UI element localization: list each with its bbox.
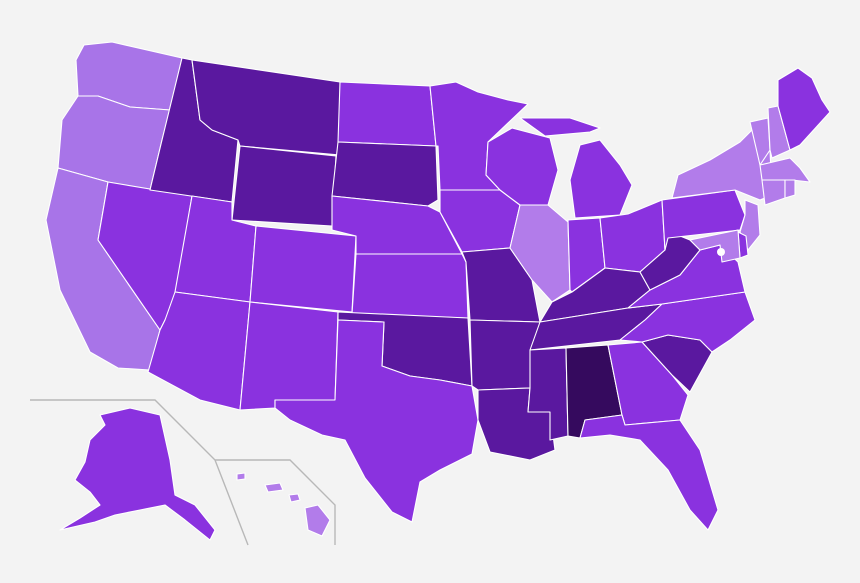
state-co[interactable] bbox=[249, 225, 357, 313]
state-sd[interactable] bbox=[331, 141, 439, 207]
state-wy[interactable] bbox=[231, 145, 337, 227]
state-nm[interactable] bbox=[239, 301, 339, 411]
state-ak[interactable] bbox=[59, 407, 216, 541]
state-fl[interactable] bbox=[579, 414, 719, 531]
state-hi[interactable] bbox=[236, 472, 331, 537]
state-tx[interactable] bbox=[274, 319, 479, 523]
state-nh[interactable] bbox=[767, 105, 791, 159]
state-md[interactable] bbox=[689, 229, 741, 263]
state-nc[interactable] bbox=[619, 291, 756, 353]
state-ks[interactable] bbox=[351, 253, 469, 319]
dc-marker bbox=[717, 248, 725, 256]
alaska-inset-border bbox=[30, 399, 249, 546]
state-nd[interactable] bbox=[337, 81, 437, 147]
state-il[interactable] bbox=[509, 204, 571, 303]
state-me[interactable] bbox=[777, 67, 831, 151]
state-ri[interactable] bbox=[784, 179, 796, 199]
state-mi[interactable] bbox=[519, 117, 633, 219]
hawaii-inset-border bbox=[215, 459, 336, 545]
state-ct[interactable] bbox=[761, 179, 786, 206]
